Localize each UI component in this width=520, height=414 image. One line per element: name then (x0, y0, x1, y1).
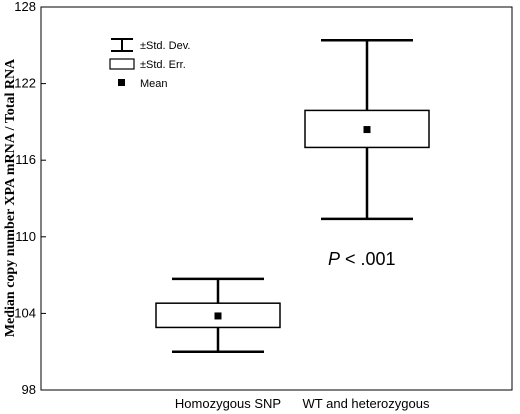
mean-marker-1 (363, 126, 371, 134)
y-tick-label-128: 128 (14, 0, 36, 14)
y-tick-label-110: 110 (15, 229, 36, 244)
x-axis-tick-labels: Homozygous SNP WT and heterozygous (175, 396, 430, 411)
box-group-1 (304, 38, 430, 221)
y-axis-ticks (41, 6, 46, 391)
y-tick-label-104: 104 (14, 305, 36, 320)
legend-sd-symbol (111, 38, 133, 52)
legend: ±Std. Dev. ±Std. Err. Mean (109, 38, 190, 90)
x-tick-label-1: WT and heterozygous (303, 396, 430, 411)
y-tick-label-116: 116 (15, 152, 36, 167)
legend-mean-label: Mean (140, 78, 168, 90)
box-group-0 (155, 277, 281, 353)
x-tick-label-0: Homozygous SNP (175, 396, 281, 411)
legend-sd-label: ±Std. Dev. (140, 40, 190, 52)
y-tick-label-98: 98 (22, 382, 36, 397)
box-series (155, 38, 430, 353)
y-axis-label: Median copy number XPA mRNA / Total RNA (3, 58, 18, 337)
p-value-annotation: P < .001 (328, 249, 396, 269)
plot-frame (40, 6, 513, 391)
legend-se-symbol (109, 58, 135, 70)
y-tick-label-122: 122 (14, 76, 36, 91)
mean-marker-0 (214, 312, 222, 320)
legend-mean-symbol (118, 79, 125, 86)
p-symbol: P (328, 249, 340, 269)
p-value-text: < .001 (340, 249, 396, 269)
y-axis-tick-labels: 98 104 110 116 122 128 (14, 0, 36, 397)
legend-se-label: ±Std. Err. (140, 59, 186, 71)
